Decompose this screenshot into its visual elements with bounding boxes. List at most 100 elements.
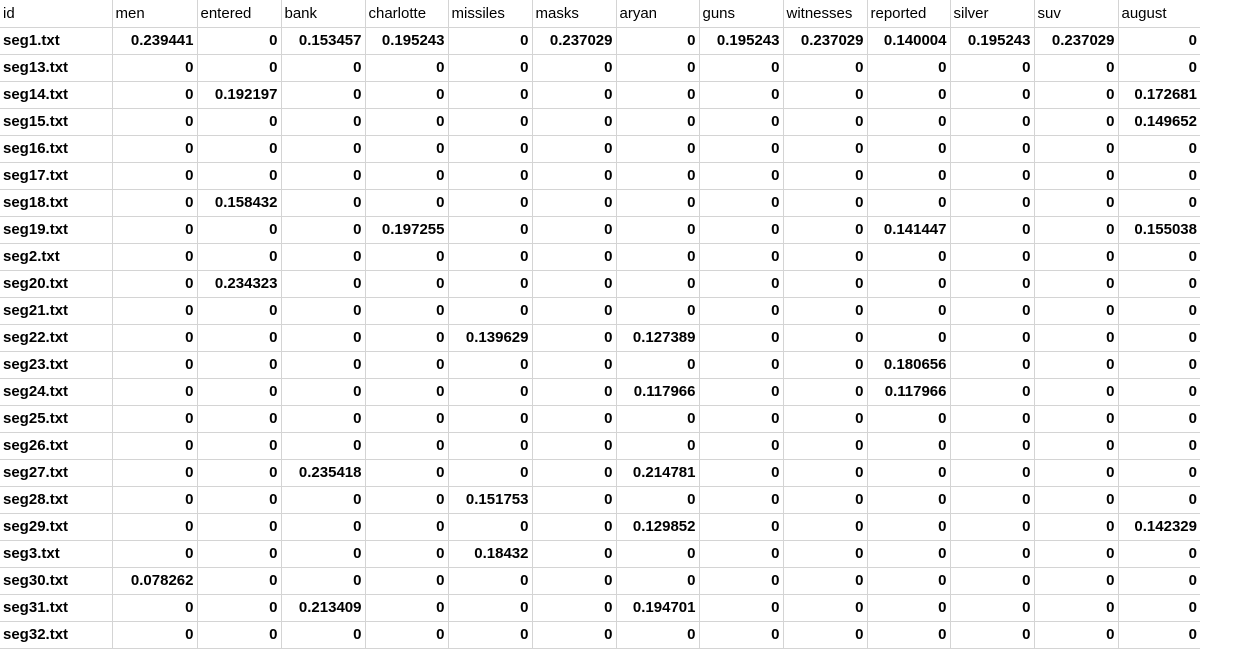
- cell-men[interactable]: 0: [112, 621, 198, 649]
- cell-silver[interactable]: 0: [950, 54, 1035, 82]
- cell-suv[interactable]: 0: [1034, 297, 1119, 325]
- cell-witnesses[interactable]: 0: [783, 162, 868, 190]
- cell-august[interactable]: 0: [1118, 270, 1200, 298]
- column-header-august[interactable]: august: [1118, 0, 1200, 28]
- cell-aryan[interactable]: 0: [616, 189, 700, 217]
- cell-august[interactable]: 0: [1118, 189, 1200, 217]
- cell-witnesses[interactable]: 0: [783, 324, 868, 352]
- cell-bank[interactable]: 0: [281, 486, 366, 514]
- row-id-cell[interactable]: seg21.txt: [0, 297, 113, 325]
- cell-witnesses[interactable]: 0: [783, 567, 868, 595]
- cell-aryan[interactable]: 0.117966: [616, 378, 700, 406]
- cell-aryan[interactable]: 0: [616, 27, 700, 55]
- row-id-cell[interactable]: seg27.txt: [0, 459, 113, 487]
- cell-reported[interactable]: 0: [867, 567, 951, 595]
- cell-charlotte[interactable]: 0: [365, 540, 449, 568]
- cell-entered[interactable]: 0: [197, 540, 282, 568]
- cell-entered[interactable]: 0: [197, 162, 282, 190]
- cell-august[interactable]: 0: [1118, 432, 1200, 460]
- cell-august[interactable]: 0.172681: [1118, 81, 1200, 109]
- cell-bank[interactable]: 0: [281, 324, 366, 352]
- cell-masks[interactable]: 0: [532, 189, 617, 217]
- cell-men[interactable]: 0: [112, 432, 198, 460]
- cell-men[interactable]: 0: [112, 351, 198, 379]
- cell-guns[interactable]: 0: [699, 378, 784, 406]
- column-header-silver[interactable]: silver: [950, 0, 1035, 28]
- cell-men[interactable]: 0: [112, 135, 198, 163]
- cell-entered[interactable]: 0: [197, 108, 282, 136]
- cell-masks[interactable]: 0.237029: [532, 27, 617, 55]
- cell-guns[interactable]: 0.195243: [699, 27, 784, 55]
- row-id-cell[interactable]: seg18.txt: [0, 189, 113, 217]
- cell-august[interactable]: 0: [1118, 243, 1200, 271]
- cell-men[interactable]: 0: [112, 405, 198, 433]
- cell-witnesses[interactable]: 0: [783, 135, 868, 163]
- cell-aryan[interactable]: 0: [616, 81, 700, 109]
- cell-guns[interactable]: 0: [699, 270, 784, 298]
- cell-missiles[interactable]: 0: [448, 459, 533, 487]
- cell-missiles[interactable]: 0.18432: [448, 540, 533, 568]
- cell-masks[interactable]: 0: [532, 216, 617, 244]
- cell-august[interactable]: 0: [1118, 54, 1200, 82]
- cell-entered[interactable]: 0: [197, 486, 282, 514]
- cell-charlotte[interactable]: 0: [365, 567, 449, 595]
- cell-reported[interactable]: 0: [867, 162, 951, 190]
- cell-men[interactable]: 0: [112, 270, 198, 298]
- cell-entered[interactable]: 0.192197: [197, 81, 282, 109]
- cell-charlotte[interactable]: 0: [365, 135, 449, 163]
- cell-aryan[interactable]: 0: [616, 432, 700, 460]
- cell-reported[interactable]: 0: [867, 243, 951, 271]
- cell-missiles[interactable]: 0: [448, 378, 533, 406]
- cell-entered[interactable]: 0: [197, 405, 282, 433]
- cell-entered[interactable]: 0: [197, 432, 282, 460]
- cell-silver[interactable]: 0: [950, 378, 1035, 406]
- row-id-cell[interactable]: seg26.txt: [0, 432, 113, 460]
- cell-witnesses[interactable]: 0: [783, 513, 868, 541]
- cell-men[interactable]: 0: [112, 594, 198, 622]
- cell-bank[interactable]: 0: [281, 189, 366, 217]
- cell-missiles[interactable]: 0: [448, 513, 533, 541]
- cell-entered[interactable]: 0: [197, 135, 282, 163]
- cell-bank[interactable]: 0: [281, 378, 366, 406]
- column-header-witnesses[interactable]: witnesses: [783, 0, 868, 28]
- cell-aryan[interactable]: 0: [616, 351, 700, 379]
- cell-reported[interactable]: 0.141447: [867, 216, 951, 244]
- cell-suv[interactable]: 0.237029: [1034, 27, 1119, 55]
- cell-masks[interactable]: 0: [532, 108, 617, 136]
- cell-suv[interactable]: 0: [1034, 243, 1119, 271]
- cell-witnesses[interactable]: 0: [783, 594, 868, 622]
- cell-bank[interactable]: 0: [281, 135, 366, 163]
- row-id-cell[interactable]: seg30.txt: [0, 567, 113, 595]
- cell-silver[interactable]: 0: [950, 189, 1035, 217]
- cell-charlotte[interactable]: 0: [365, 81, 449, 109]
- cell-masks[interactable]: 0: [532, 513, 617, 541]
- cell-reported[interactable]: 0: [867, 405, 951, 433]
- cell-august[interactable]: 0: [1118, 594, 1200, 622]
- cell-silver[interactable]: 0: [950, 513, 1035, 541]
- cell-witnesses[interactable]: 0: [783, 216, 868, 244]
- cell-aryan[interactable]: 0: [616, 270, 700, 298]
- cell-silver[interactable]: 0: [950, 432, 1035, 460]
- row-id-cell[interactable]: seg20.txt: [0, 270, 113, 298]
- cell-reported[interactable]: 0.140004: [867, 27, 951, 55]
- cell-silver[interactable]: 0: [950, 81, 1035, 109]
- cell-bank[interactable]: 0.235418: [281, 459, 366, 487]
- cell-august[interactable]: 0: [1118, 621, 1200, 649]
- cell-aryan[interactable]: 0.127389: [616, 324, 700, 352]
- column-header-suv[interactable]: suv: [1034, 0, 1119, 28]
- cell-silver[interactable]: 0: [950, 324, 1035, 352]
- cell-august[interactable]: 0: [1118, 486, 1200, 514]
- cell-august[interactable]: 0: [1118, 297, 1200, 325]
- cell-men[interactable]: 0.078262: [112, 567, 198, 595]
- cell-bank[interactable]: 0: [281, 297, 366, 325]
- cell-men[interactable]: 0: [112, 108, 198, 136]
- cell-silver[interactable]: 0: [950, 162, 1035, 190]
- cell-missiles[interactable]: 0.139629: [448, 324, 533, 352]
- cell-charlotte[interactable]: 0: [365, 270, 449, 298]
- cell-aryan[interactable]: 0.214781: [616, 459, 700, 487]
- cell-masks[interactable]: 0: [532, 81, 617, 109]
- cell-charlotte[interactable]: 0.195243: [365, 27, 449, 55]
- cell-guns[interactable]: 0: [699, 54, 784, 82]
- cell-silver[interactable]: 0: [950, 621, 1035, 649]
- cell-missiles[interactable]: 0: [448, 621, 533, 649]
